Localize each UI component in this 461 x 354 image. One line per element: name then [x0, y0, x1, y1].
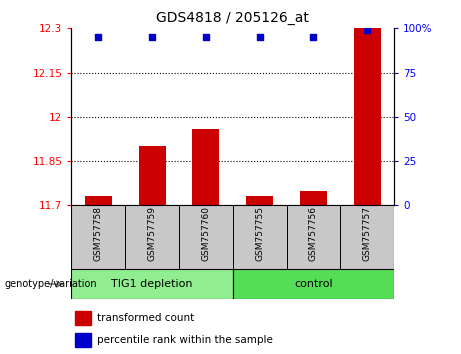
- Text: GSM757759: GSM757759: [148, 206, 157, 262]
- Bar: [75, 312, 91, 325]
- Text: percentile rank within the sample: percentile rank within the sample: [97, 335, 273, 345]
- Text: transformed count: transformed count: [97, 313, 195, 323]
- Bar: [139, 146, 165, 205]
- Point: [202, 34, 210, 40]
- Text: GSM757760: GSM757760: [201, 206, 210, 262]
- Text: TIG1 depletion: TIG1 depletion: [112, 279, 193, 289]
- Bar: [75, 333, 91, 347]
- Point: [364, 27, 371, 33]
- Bar: [246, 196, 273, 205]
- Bar: [233, 269, 394, 299]
- Point: [95, 34, 102, 40]
- Bar: [193, 129, 219, 205]
- Text: GSM757756: GSM757756: [309, 206, 318, 262]
- Text: genotype/variation: genotype/variation: [5, 279, 97, 289]
- Bar: [354, 28, 381, 205]
- Text: GSM757757: GSM757757: [363, 206, 372, 262]
- Text: control: control: [294, 279, 333, 289]
- Title: GDS4818 / 205126_at: GDS4818 / 205126_at: [156, 11, 309, 24]
- Point: [148, 34, 156, 40]
- Bar: [300, 190, 327, 205]
- Bar: [85, 196, 112, 205]
- Point: [256, 34, 263, 40]
- Text: GSM757755: GSM757755: [255, 206, 264, 262]
- Bar: [71, 269, 233, 299]
- Text: GSM757758: GSM757758: [94, 206, 103, 262]
- Point: [310, 34, 317, 40]
